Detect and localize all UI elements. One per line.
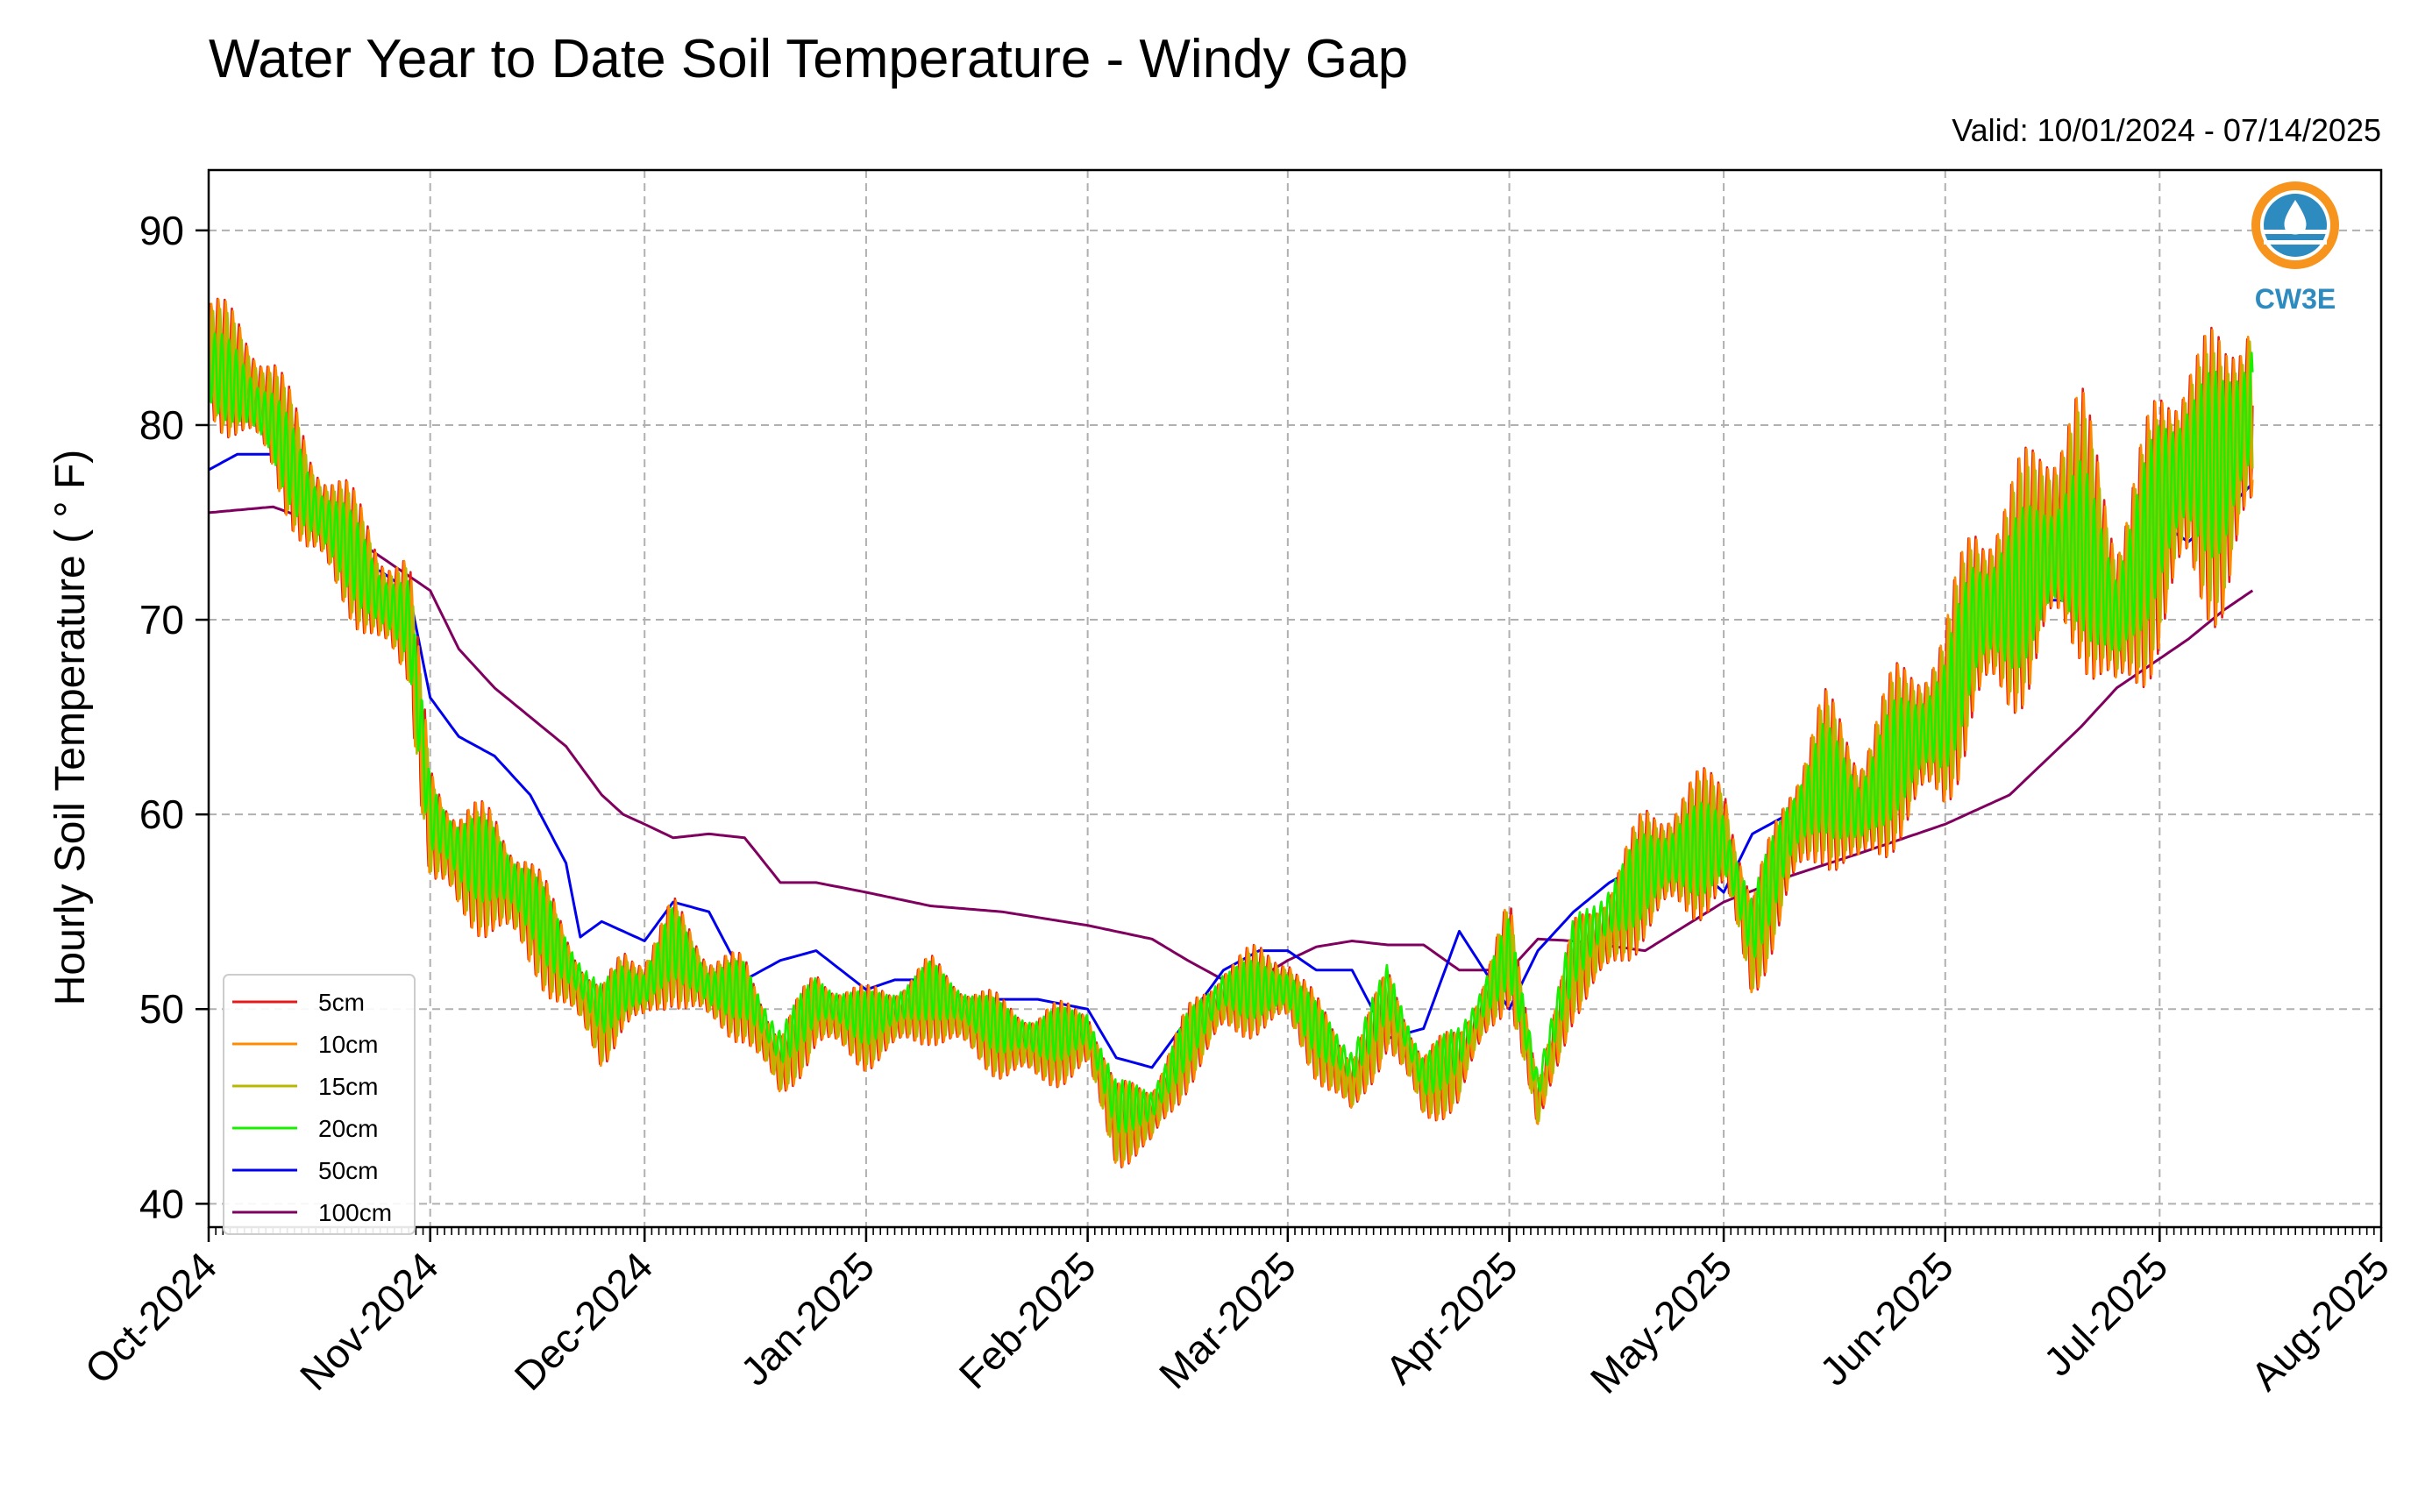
chart-title: Water Year to Date Soil Temperature - Wi…: [209, 29, 1408, 89]
y-tick-label: 70: [139, 597, 184, 642]
legend-label-5cm: 5cm: [318, 989, 365, 1016]
x-minor-ticks: [208, 1227, 2382, 1235]
legend-label-100cm: 100cm: [318, 1199, 392, 1226]
y-tick-label: 60: [139, 791, 184, 837]
legend-label-20cm: 20cm: [318, 1115, 378, 1142]
cw3e-logo: CW3E: [2251, 181, 2339, 315]
y-tick-label: 90: [139, 208, 184, 253]
axis-major-ticks: [196, 229, 2383, 1242]
y-tick-label: 40: [139, 1181, 184, 1226]
logo-text: CW3E: [2255, 283, 2336, 315]
legend-label-10cm: 10cm: [318, 1031, 378, 1058]
series-line-15cm: [209, 308, 2254, 1162]
y-axis-label: Hourly Soil Temperature ( ° F): [47, 450, 94, 1006]
series-line-20cm: [209, 332, 2254, 1134]
logo-wave-2: [2264, 240, 2327, 245]
series-lines: [209, 297, 2254, 1168]
y-tick-label: 50: [139, 986, 184, 1032]
legend-label-15cm: 15cm: [318, 1073, 378, 1100]
y-tick-labels: 40 50 60 70 80 90: [139, 208, 184, 1226]
y-tick-label: 80: [139, 402, 184, 448]
water-drop-icon: [2284, 200, 2307, 235]
legend-label-50cm: 50cm: [318, 1157, 378, 1184]
chart-subtitle: Valid: 10/01/2024 - 07/14/2025: [1952, 112, 2381, 148]
legend: 5cm 10cm 15cm 20cm 50cm 100cm: [223, 974, 416, 1235]
